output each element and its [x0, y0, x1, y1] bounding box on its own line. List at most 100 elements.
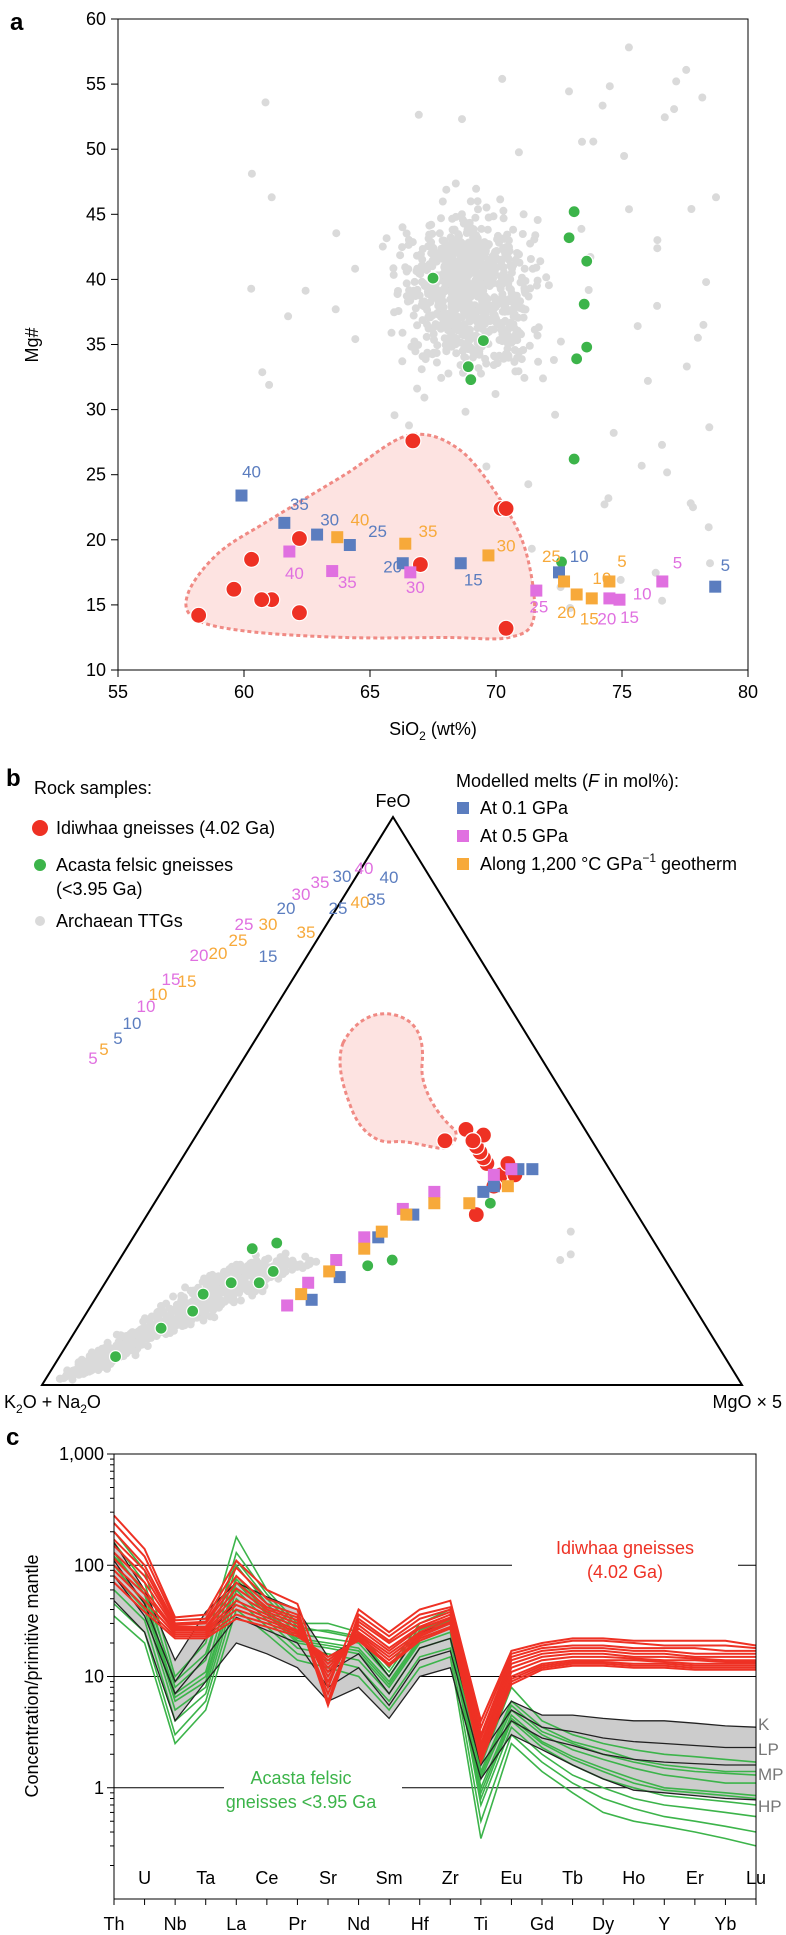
ttg-point — [396, 251, 405, 260]
ttg-point — [489, 310, 498, 319]
ttg-point — [446, 233, 455, 242]
b-melt-label: 40 — [380, 868, 399, 887]
gpa05-melt-point — [358, 1231, 371, 1244]
ttg-point — [80, 1359, 89, 1368]
geotherm-melt-point — [400, 1208, 413, 1221]
ttg-point — [454, 230, 463, 239]
ttg-point — [166, 1323, 175, 1332]
ttg-point — [382, 234, 391, 243]
ttg-point — [112, 1330, 121, 1339]
acasta-series-line — [113, 1608, 757, 1847]
acasta-point — [577, 297, 591, 311]
idiwhaa-series-line — [113, 1531, 756, 1739]
ttg-point — [284, 312, 293, 321]
ttg-point — [452, 325, 461, 334]
ttg-point — [473, 197, 482, 206]
c-element-label: Hf — [411, 1914, 430, 1934]
geotherm-melt-point — [501, 1180, 514, 1193]
c-ytick-label: 10 — [84, 1667, 104, 1687]
gpa05-melt-point — [603, 592, 616, 605]
geotherm-melt-point — [428, 1197, 441, 1210]
ttg-point — [480, 238, 489, 247]
ttg-point — [298, 1264, 307, 1272]
ttg-point — [432, 349, 441, 357]
ttg-point — [643, 376, 652, 385]
ttg-point — [247, 169, 256, 178]
ttg-point — [514, 302, 523, 311]
a-ytick-label: 45 — [86, 204, 106, 224]
ttg-point — [261, 98, 270, 107]
ttg-point — [456, 267, 465, 275]
ttg-point — [398, 243, 407, 252]
ttg-point — [393, 290, 402, 299]
a-melt-label: 10 — [570, 547, 589, 566]
acasta-point — [196, 1287, 210, 1301]
geotherm-melt-point — [331, 531, 344, 544]
ttg-point — [653, 244, 662, 253]
ttg-point — [706, 559, 714, 568]
gpa01-melt-point — [305, 1293, 318, 1306]
ref-label-mp: MP — [758, 1765, 784, 1784]
ttg-point — [247, 284, 256, 293]
c-element-label: Dy — [592, 1914, 614, 1934]
c-element-label: Th — [103, 1914, 124, 1934]
ttg-point — [457, 210, 466, 219]
ttg-point — [128, 1336, 137, 1345]
geotherm-melt-point — [570, 588, 583, 601]
c-element-label: Lu — [746, 1868, 766, 1888]
ttg-point — [698, 93, 707, 102]
ternary-triangle — [40, 815, 744, 1386]
ttg-point — [230, 1296, 238, 1305]
legend-acasta-label: Acasta felsic gneisses — [56, 855, 233, 875]
gpa05-melt-point — [656, 575, 669, 588]
panel-b-point-labels: 4035302520151054035302520151054035302520… — [88, 859, 398, 1068]
ttg-point — [423, 320, 431, 329]
ttg-point — [301, 286, 310, 295]
ttg-point — [169, 1292, 178, 1301]
idiwhaa-point — [290, 529, 309, 548]
gpa05-melt-point — [428, 1185, 441, 1198]
ttg-point — [704, 523, 713, 532]
legend-idiwhaa-marker — [32, 820, 48, 836]
ttg-point — [682, 362, 691, 371]
ttg-point — [508, 305, 517, 314]
ttg-point — [482, 203, 491, 212]
legend-melts-title: Modelled melts (F in mol%): — [456, 771, 679, 791]
ttg-point — [525, 341, 534, 350]
idiwhaa-annotation-bg — [512, 1530, 738, 1584]
ttg-point — [390, 411, 399, 420]
ttg-point — [517, 330, 525, 339]
idiwhaa-series-line — [113, 1544, 756, 1747]
ttg-point — [693, 333, 702, 342]
ttg-point — [466, 197, 475, 206]
ttg-point — [539, 374, 547, 383]
ttg-point — [498, 74, 507, 83]
a-melt-label: 25 — [529, 598, 548, 617]
idiwhaa-lines — [113, 1514, 757, 1766]
ttg-point — [426, 313, 435, 322]
ttg-point — [633, 322, 642, 331]
ttg-point — [446, 268, 455, 277]
acasta-annotation-2: gneisses <3.95 Ga — [226, 1792, 378, 1812]
b-melt-label: 40 — [351, 893, 370, 912]
ternary-apex-feo: FeO — [375, 791, 410, 811]
ttg-point — [216, 1273, 225, 1282]
ttg-point — [520, 264, 529, 273]
ttg-point — [442, 347, 451, 356]
acasta-point — [154, 1321, 168, 1335]
ttg-point — [477, 224, 486, 233]
acasta-point — [224, 1276, 238, 1290]
ttg-point — [443, 248, 452, 256]
gpa05-melt-point — [530, 584, 543, 597]
c-element-label: U — [138, 1868, 151, 1888]
ttg-point — [398, 223, 407, 232]
geotherm-melt-point — [295, 1288, 308, 1301]
a-melt-label: 5 — [617, 552, 626, 571]
ttg-point — [502, 243, 511, 252]
ttg-point — [445, 313, 454, 322]
ttg-point — [452, 237, 461, 246]
idiwhaa-series-line — [113, 1551, 756, 1751]
panel-label-c: c — [6, 1424, 19, 1451]
gpa05-melt-point — [302, 1276, 315, 1289]
